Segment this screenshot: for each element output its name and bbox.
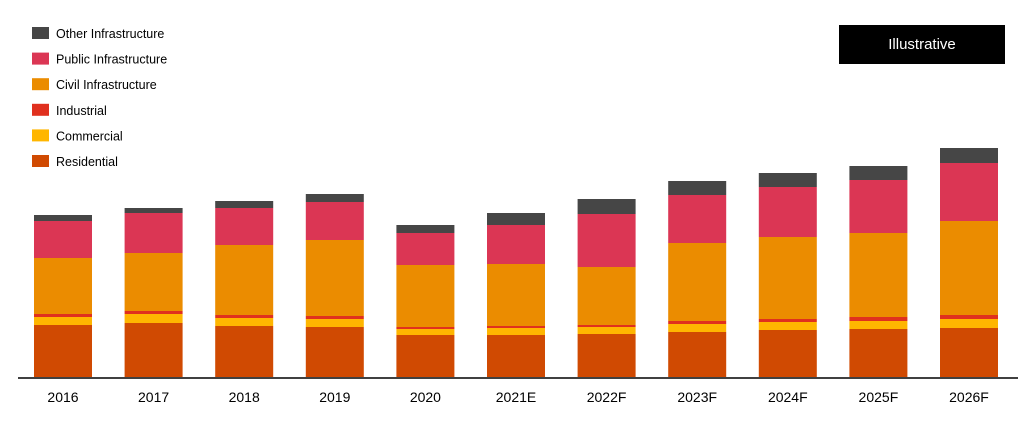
bar-2016-civil-infrastructure [34,258,92,314]
bar-2026f-industrial [940,315,998,319]
bar-2025f-other-infrastructure [849,166,908,180]
bar-2025f-public-infrastructure [849,180,908,233]
bar-2016-other-infrastructure [34,215,92,221]
bar-2021e-civil-infrastructure [487,264,545,326]
bar-2017-other-infrastructure [124,208,183,213]
legend-swatch-other-infrastructure [32,27,49,39]
bar-2020-industrial [396,327,455,329]
x-tick-labels: 2016 2017 2018 2019 2020 2021E 2022F 2023F 2024F… [47,389,988,405]
bar-2023f-commercial [668,324,727,332]
bar-2019-other-infrastructure [305,194,364,202]
bar-2026f-residential [940,328,998,377]
bar-2016-residential [34,325,92,377]
legend-swatch-commercial [32,129,49,142]
bar-2020-residential [396,335,455,377]
bar-2020-commercial [396,329,455,335]
legend-label-industrial: Industrial [56,104,107,118]
bar-2023f-industrial [668,321,727,324]
bar-2026f-commercial [940,319,998,328]
legend-swatch-residential [32,155,49,167]
bar-2024f-residential [758,330,817,377]
legend: Other Infrastructure Public Infrastructur… [32,27,167,169]
x-tick-label-2021e: 2021E [496,389,536,405]
legend-swatch-public-infrastructure [32,52,49,65]
bar-2025f-civil-infrastructure [849,233,908,317]
bar-2017-residential [124,323,183,377]
x-tick-label-2022f: 2022F [587,389,627,405]
bar-2021e-other-infrastructure [487,213,545,225]
x-tick-label-2026f: 2026F [949,389,989,405]
bar-2018-public-infrastructure [215,208,274,245]
bar-2021e-public-infrastructure [487,225,545,264]
legend-label-residential: Residential [56,155,118,169]
x-tick-label-2025f: 2025F [859,389,899,405]
x-tick-label-2020: 2020 [410,389,441,405]
bar-2026f-public-infrastructure [940,163,998,221]
bar-2024f-industrial [758,319,817,322]
bar-2019-commercial [305,319,364,327]
bar-2025f-industrial [849,317,908,321]
bar-2021e-industrial [487,326,545,328]
bar-2023f-civil-infrastructure [668,243,727,321]
bar-2026f-other-infrastructure [940,148,998,163]
bar-2019-industrial [305,316,364,319]
bar-2022f-public-infrastructure [577,214,636,267]
bar-2017-commercial [124,314,183,323]
x-tick-label-2018: 2018 [229,389,260,405]
bar-2024f-commercial [758,322,817,330]
bar-2022f-other-infrastructure [577,199,636,214]
x-tick-label-2024f: 2024F [768,389,808,405]
illustrative-badge: Illustrative [839,25,1005,64]
bar-2024f-other-infrastructure [758,173,817,187]
bar-2019-public-infrastructure [305,202,364,240]
bar-2021e-residential [487,335,545,377]
bar-2020-civil-infrastructure [396,265,455,327]
bar-2026f-civil-infrastructure [940,221,998,315]
bar-2022f-industrial [577,325,636,327]
legend-label-civil-infrastructure: Civil Infrastructure [56,78,157,92]
bar-2023f-other-infrastructure [668,181,727,195]
x-tick-label-2023f: 2023F [677,389,717,405]
x-tick-label-2019: 2019 [319,389,350,405]
bar-2017-public-infrastructure [124,213,183,253]
bar-2019-residential [305,327,364,377]
legend-label-other-infrastructure: Other Infrastructure [56,27,164,41]
legend-label-commercial: Commercial [56,129,123,143]
bar-2024f-civil-infrastructure [758,237,817,319]
bar-2016-industrial [34,314,92,317]
bar-2023f-public-infrastructure [668,195,727,243]
bar-2017-civil-infrastructure [124,253,183,311]
bar-2018-other-infrastructure [215,201,274,208]
bar-2020-other-infrastructure [396,225,455,233]
bar-2018-industrial [215,315,274,318]
bar-2022f-commercial [577,327,636,334]
x-tick-label-2017: 2017 [138,389,169,405]
bar-2019-civil-infrastructure [305,240,364,316]
x-tick-label-2016: 2016 [47,389,78,405]
bar-2018-residential [215,326,274,377]
bar-2025f-commercial [849,321,908,329]
bar-2021e-commercial [487,328,545,335]
bar-2016-commercial [34,317,92,325]
bar-2018-civil-infrastructure [215,245,274,315]
bar-2017-industrial [124,311,183,314]
bar-2016-public-infrastructure [34,221,92,258]
legend-swatch-civil-infrastructure [32,78,49,91]
legend-label-public-infrastructure: Public Infrastructure [56,53,167,67]
bar-2024f-public-infrastructure [758,187,817,237]
bars [34,148,998,377]
bar-2018-commercial [215,318,274,326]
bar-2022f-civil-infrastructure [577,267,636,325]
bar-2020-public-infrastructure [396,233,455,265]
bar-2022f-residential [577,334,636,377]
bar-2023f-residential [668,332,727,377]
bar-2025f-residential [849,329,908,377]
legend-swatch-industrial [32,103,49,116]
